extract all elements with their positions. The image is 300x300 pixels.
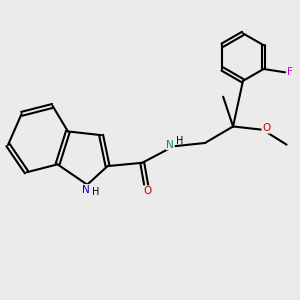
Text: H: H [92,187,99,197]
Text: O: O [143,186,151,196]
Text: N: N [82,184,89,195]
Text: O: O [262,123,270,133]
Text: H: H [176,136,184,146]
Text: N: N [167,140,174,150]
Text: F: F [287,67,293,77]
